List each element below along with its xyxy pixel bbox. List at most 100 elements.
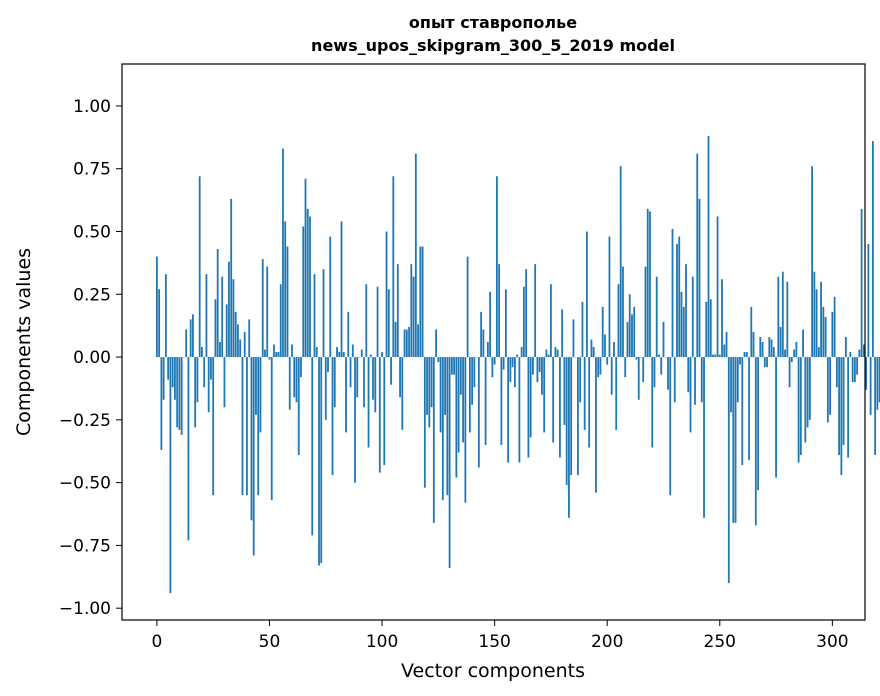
bar: [741, 357, 744, 466]
bar: [532, 357, 534, 375]
bar: [453, 357, 455, 375]
bar: [696, 153, 699, 358]
bar: [606, 357, 609, 365]
bar: [570, 357, 573, 476]
bar: [482, 329, 485, 358]
bar: [246, 357, 248, 496]
bar: [450, 357, 453, 375]
bar: [581, 301, 584, 358]
bar: [189, 319, 192, 358]
bar: [662, 321, 665, 358]
bar: [619, 166, 622, 358]
bar: [658, 354, 660, 358]
bar: [520, 347, 523, 358]
bar: [768, 336, 771, 358]
bar: [545, 349, 548, 358]
bar: [156, 256, 158, 358]
x-tick-label: 100: [366, 632, 398, 652]
bar: [192, 314, 194, 358]
bar: [441, 357, 444, 501]
bar: [264, 349, 266, 358]
bar: [779, 326, 782, 358]
bar: [876, 357, 879, 410]
bar: [563, 357, 566, 425]
bar: [644, 266, 647, 358]
bar: [525, 269, 528, 358]
bar: [234, 311, 237, 358]
bar: [534, 264, 537, 358]
bar: [757, 357, 759, 491]
bar: [459, 357, 462, 395]
bar: [306, 208, 309, 358]
bar: [338, 352, 341, 358]
bar: [329, 236, 332, 358]
bar: [723, 344, 726, 358]
y-tick-label: 0.25: [73, 285, 111, 305]
bar: [295, 357, 298, 403]
bar: [498, 264, 501, 358]
bar: [228, 261, 230, 358]
bar: [687, 357, 690, 393]
bar: [471, 357, 474, 405]
bar: [536, 357, 539, 383]
x-tick-label: 300: [816, 632, 848, 652]
bar: [511, 357, 514, 368]
bar: [518, 357, 521, 463]
bar: [516, 354, 519, 358]
bar: [568, 357, 570, 518]
x-tick-label: 250: [704, 632, 736, 652]
bar: [559, 357, 561, 458]
bar: [426, 357, 428, 415]
bar: [158, 289, 161, 358]
bar: [802, 329, 804, 358]
x-tick-label: 50: [259, 632, 281, 652]
bar: [651, 357, 654, 448]
bar: [842, 357, 845, 445]
bar: [716, 216, 719, 358]
bar: [624, 357, 627, 378]
bar: [185, 329, 188, 358]
bar: [261, 259, 264, 358]
bar: [243, 331, 246, 358]
bar: [322, 269, 325, 358]
bar: [826, 357, 829, 423]
bar: [554, 347, 557, 358]
bar: [865, 357, 868, 390]
bar: [847, 357, 850, 458]
bar: [390, 357, 392, 385]
bar: [777, 276, 780, 358]
bar: [248, 319, 251, 358]
bar: [790, 357, 793, 363]
bar: [590, 339, 593, 358]
bar: [493, 357, 496, 365]
bar: [721, 279, 723, 358]
bar: [739, 357, 741, 365]
y-tick-label: −1.00: [59, 599, 111, 619]
bar: [232, 279, 235, 358]
bar: [694, 357, 696, 405]
bar: [550, 284, 552, 358]
bar: [259, 357, 262, 433]
bar: [374, 357, 377, 413]
bar: [405, 329, 408, 358]
bar: [743, 352, 746, 358]
bar: [412, 276, 415, 358]
bar: [673, 357, 676, 403]
bar: [784, 349, 786, 358]
bar: [304, 178, 307, 358]
bar: [257, 357, 260, 496]
bar: [660, 357, 663, 375]
bar: [282, 148, 284, 358]
bar: [180, 357, 183, 435]
bar: [811, 166, 813, 358]
bar: [691, 276, 694, 358]
bar: [860, 208, 863, 358]
bar: [507, 357, 510, 463]
bar: [608, 236, 611, 358]
bar: [223, 357, 226, 408]
bar: [327, 357, 329, 373]
y-tick-label: 1.00: [73, 97, 111, 117]
bar: [613, 342, 615, 358]
bar: [858, 349, 861, 358]
